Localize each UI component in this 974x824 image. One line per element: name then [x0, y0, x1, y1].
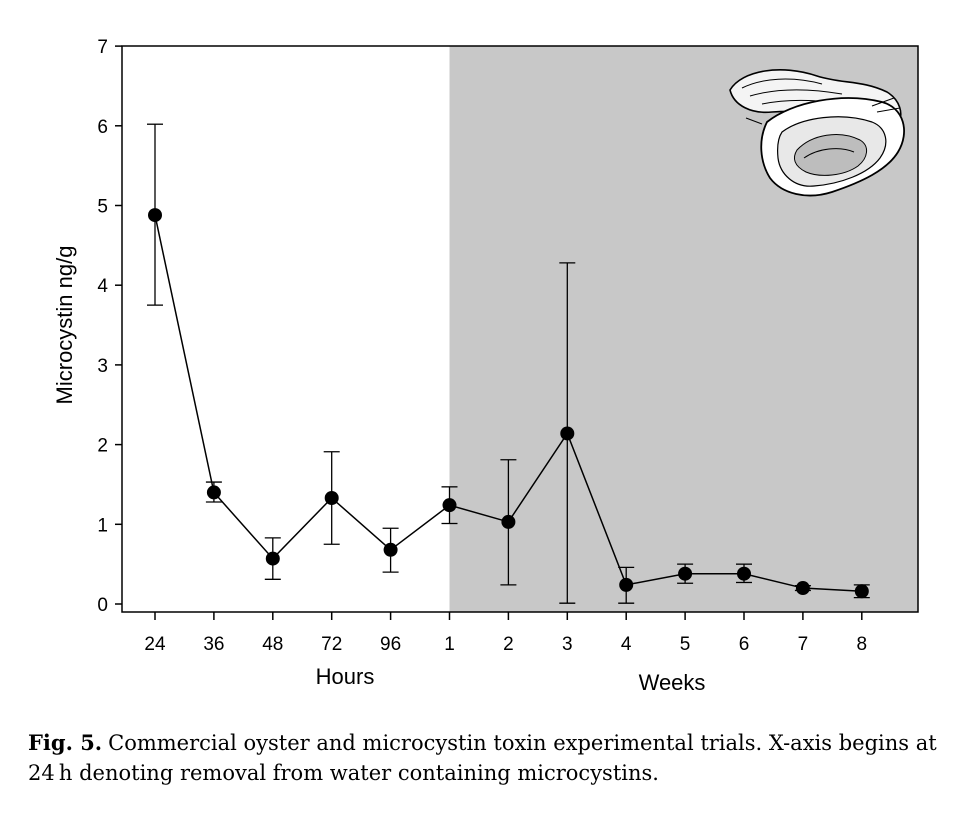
plot-frame — [121, 45, 919, 613]
x-tick-label: 24 — [144, 634, 166, 655]
x-tick-label: 5 — [680, 634, 691, 655]
data-point — [383, 542, 398, 557]
caption-text: Commercial oyster and microcystin toxin … — [28, 731, 937, 785]
x-tick-label: 48 — [262, 634, 283, 655]
y-tick-label: 3 — [97, 356, 108, 377]
data-point — [737, 566, 751, 581]
x-tick-label: 8 — [857, 634, 868, 655]
oyster-illustration-icon — [729, 69, 905, 197]
data-point — [324, 490, 339, 505]
y-tick-label: 1 — [97, 515, 108, 536]
data-point — [265, 551, 280, 566]
x-axis-title-weeks: Weeks — [639, 670, 706, 695]
figure-caption: Fig. 5. Commercial oyster and microcystin… — [28, 728, 958, 788]
data-point — [854, 584, 869, 599]
data-point — [206, 485, 221, 500]
y-tick-label: 0 — [97, 595, 108, 616]
x-tick-label: 72 — [321, 634, 342, 655]
x-tick-label: 96 — [380, 634, 401, 655]
data-point — [560, 426, 575, 441]
y-tick-label: 6 — [97, 117, 108, 138]
data-point — [678, 566, 693, 581]
x-axis-title-hours: Hours — [316, 664, 375, 689]
y-tick-label: 4 — [97, 276, 108, 297]
data-point — [148, 208, 162, 223]
x-tick-label: 3 — [562, 634, 573, 655]
data-point — [795, 581, 810, 596]
x-tick-label: 2 — [503, 634, 514, 655]
x-axis-ticks: 24 36 48 72 96 1 2 3 4 5 6 7 8 — [144, 612, 867, 655]
y-tick-label: 2 — [97, 436, 108, 457]
caption-label: Fig. 5. — [28, 730, 103, 755]
x-tick-label: 7 — [798, 634, 809, 655]
y-tick-label: 5 — [97, 197, 108, 218]
data-point — [501, 514, 516, 529]
x-tick-label: 6 — [739, 634, 750, 655]
x-tick-label: 4 — [621, 634, 632, 655]
y-axis-ticks: 0 1 2 3 4 5 6 7 — [97, 37, 122, 616]
data-point — [442, 498, 457, 513]
x-tick-label: 1 — [444, 634, 455, 655]
y-tick-label: 7 — [97, 37, 108, 58]
data-point — [619, 577, 634, 592]
x-tick-label: 36 — [203, 634, 224, 655]
data-points — [148, 208, 869, 599]
y-axis-title: Microcystin ng/g — [52, 246, 77, 405]
